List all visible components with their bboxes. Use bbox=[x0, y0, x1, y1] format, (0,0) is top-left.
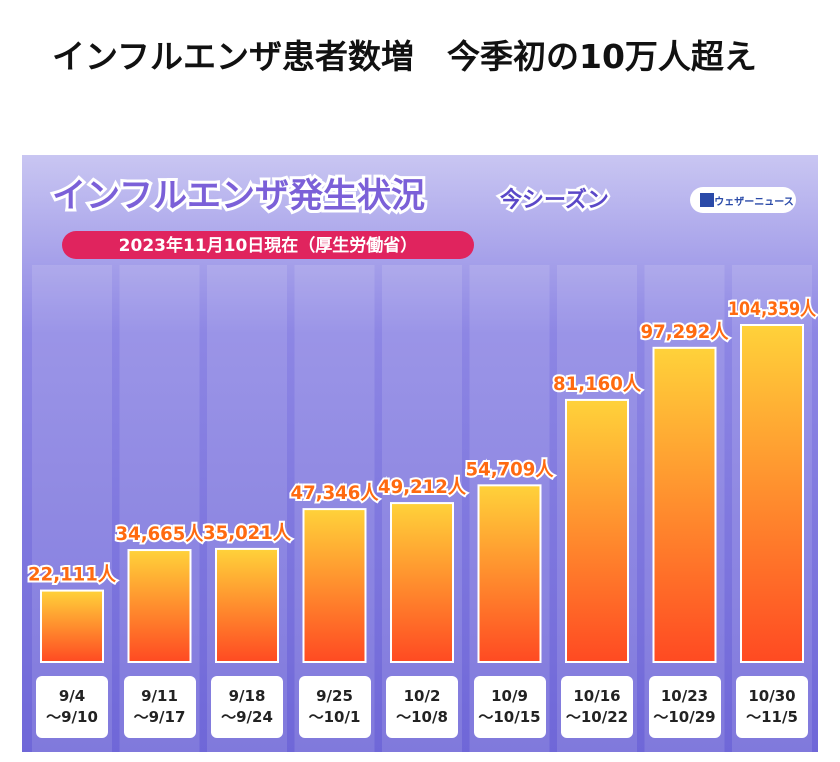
x-tick-label: 10/30 ～11/5 bbox=[736, 676, 808, 738]
value-label: 81,160人 bbox=[553, 373, 642, 395]
column-stripe bbox=[119, 265, 200, 752]
value-label: 97,292人 bbox=[641, 321, 730, 343]
column-stripe bbox=[32, 265, 112, 752]
value-label: 22,111人 bbox=[28, 564, 117, 586]
bar bbox=[390, 502, 454, 663]
x-tick-label: 10/2 ～10/8 bbox=[386, 676, 458, 738]
note-pill bbox=[62, 231, 474, 259]
column-stripe bbox=[207, 265, 287, 752]
x-tick-label: 10/23 ～10/29 bbox=[648, 676, 721, 738]
bar bbox=[652, 346, 717, 663]
bar bbox=[215, 547, 279, 663]
chart-note: 2023年11月10日現在（厚生労働省） bbox=[119, 235, 418, 256]
x-tick-label: 9/18 ～9/24 bbox=[211, 676, 283, 738]
logo-text: ウェザーニュース bbox=[714, 196, 794, 208]
bar bbox=[302, 508, 367, 663]
x-tick-label: 9/11 ～9/17 bbox=[123, 676, 196, 738]
value-label: 104,359人 bbox=[728, 298, 817, 320]
x-tick-label: 9/25 ～10/1 bbox=[298, 676, 371, 738]
logo-icon bbox=[700, 193, 714, 207]
value-label: 35,021人 bbox=[203, 522, 292, 544]
headline: インフルエンザ患者数増 今季初の10万人超え bbox=[52, 37, 757, 76]
x-tick-label: 10/16 ～10/22 bbox=[561, 676, 633, 738]
chart-title: インフルエンザ発生状況 bbox=[52, 176, 425, 216]
bar bbox=[127, 549, 192, 663]
x-tick-label: 10/9 ～10/15 bbox=[473, 676, 546, 738]
value-label: 54,709人 bbox=[466, 458, 555, 480]
x-tick-label: 9/4 ～9/10 bbox=[36, 676, 108, 738]
bar bbox=[740, 324, 804, 663]
value-label: 47,346人 bbox=[291, 482, 380, 504]
chart-image: インフルエンザ発生状況 今シーズン 2023年11月10日現在（厚生労働省） ウ… bbox=[22, 155, 818, 752]
chart: インフルエンザ発生状況 今シーズン 2023年11月10日現在（厚生労働省） ウ… bbox=[26, 173, 818, 752]
bar bbox=[565, 398, 629, 664]
value-label: 34,665人 bbox=[116, 523, 205, 545]
bar bbox=[40, 589, 104, 663]
bar bbox=[477, 484, 542, 663]
chart-subtitle: 今シーズン bbox=[500, 187, 609, 213]
value-label: 49,212人 bbox=[378, 476, 467, 498]
logo-pill bbox=[690, 187, 796, 213]
